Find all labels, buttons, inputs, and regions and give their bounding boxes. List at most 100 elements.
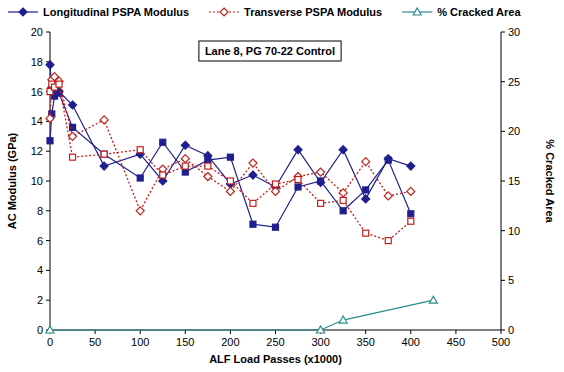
y2-tick-label: 0: [508, 324, 514, 336]
x-tick-label: 250: [266, 336, 284, 348]
series-line: [50, 84, 411, 240]
x-tick-label: 300: [311, 336, 329, 348]
legend-label: % Cracked Area: [437, 6, 521, 18]
y-tick-label: 12: [31, 145, 43, 157]
y-tick-label: 16: [31, 86, 43, 98]
y-tick-label: 10: [31, 175, 43, 187]
series: [47, 81, 414, 243]
y-tick-label: 4: [37, 264, 43, 276]
point: [250, 200, 256, 206]
y-tick: [46, 210, 50, 211]
y2-tick-label: 25: [508, 76, 520, 88]
point: [362, 158, 370, 166]
point: [226, 187, 234, 195]
series: [46, 61, 415, 203]
point: [273, 224, 279, 230]
point: [160, 139, 166, 145]
point: [205, 157, 211, 163]
legend-entry: Transverse PSPA Modulus: [209, 6, 382, 18]
y-tick: [46, 270, 50, 271]
y-tick: [46, 240, 50, 241]
point: [47, 138, 53, 144]
point: [294, 146, 302, 154]
x-tick-label: 450: [447, 336, 465, 348]
x-tick-label: 200: [221, 336, 239, 348]
y-tick-label: 6: [37, 235, 43, 247]
series: [46, 296, 437, 333]
annotation-text: Lane 8, PG 70-22 Control: [205, 45, 335, 57]
y2-tick-label: 30: [508, 26, 520, 38]
y2-tick: [501, 32, 505, 33]
axes: 0501001502002503003504004505000246810121…: [31, 26, 521, 348]
point: [46, 326, 54, 333]
point: [250, 221, 256, 227]
point: [318, 200, 324, 206]
point: [295, 177, 301, 183]
point: [136, 207, 144, 215]
series: [47, 90, 414, 230]
point: [69, 101, 77, 109]
y-axis-label: AC Modulus (GPa): [6, 132, 18, 229]
x-tick-label: 350: [357, 336, 375, 348]
x-tick: [455, 330, 456, 334]
point: [100, 116, 108, 124]
legend: Longitudinal PSPA Modulus Transverse PSPA…: [8, 6, 521, 18]
point: [182, 163, 188, 169]
y-tick-label: 0: [37, 324, 43, 336]
y2-tick-label: 15: [508, 175, 520, 187]
point: [408, 211, 414, 217]
x-tick: [410, 330, 411, 334]
point: [205, 163, 211, 169]
point: [339, 189, 347, 197]
point: [46, 114, 54, 122]
point: [318, 178, 324, 184]
point: [385, 157, 391, 163]
series-line: [50, 65, 411, 199]
point: [70, 154, 76, 160]
point: [407, 187, 415, 195]
y2-tick-label: 20: [508, 125, 520, 137]
x-tick: [501, 330, 502, 334]
point: [385, 238, 391, 244]
legend-marker: [413, 8, 421, 15]
y-tick-label: 2: [37, 294, 43, 306]
y-tick-label: 20: [31, 26, 43, 38]
y2-axis-label: % Cracked Area: [544, 139, 556, 223]
x-tick-label: 50: [89, 336, 101, 348]
y-tick: [46, 181, 50, 182]
point: [295, 184, 301, 190]
y2-tick-label: 5: [508, 274, 514, 286]
legend-marker: [19, 8, 27, 16]
point: [204, 173, 212, 181]
background: [0, 0, 564, 372]
y-tick: [46, 300, 50, 301]
y-tick: [46, 32, 50, 33]
y2-tick: [501, 330, 505, 331]
point: [182, 169, 188, 175]
point: [339, 146, 347, 154]
point: [384, 192, 392, 200]
point: [100, 162, 108, 170]
series: [46, 73, 415, 215]
point: [363, 230, 369, 236]
plot-area: [46, 61, 437, 333]
point: [408, 218, 414, 224]
point: [137, 175, 143, 181]
point: [362, 195, 370, 203]
point: [273, 181, 279, 187]
point: [317, 326, 325, 333]
series-line: [50, 77, 411, 211]
point: [181, 155, 189, 163]
y2-tick: [501, 131, 505, 132]
annotation: Lane 8, PG 70-22 Control: [199, 41, 341, 61]
point: [249, 171, 257, 179]
legend-label: Longitudinal PSPA Modulus: [43, 6, 189, 18]
point: [407, 162, 415, 170]
point: [101, 151, 107, 157]
x-tick-label: 500: [492, 336, 510, 348]
x-tick-label: 0: [47, 336, 53, 348]
point: [249, 159, 257, 167]
x-tick-label: 100: [131, 336, 149, 348]
legend-entry: Longitudinal PSPA Modulus: [8, 6, 189, 18]
point: [340, 208, 346, 214]
